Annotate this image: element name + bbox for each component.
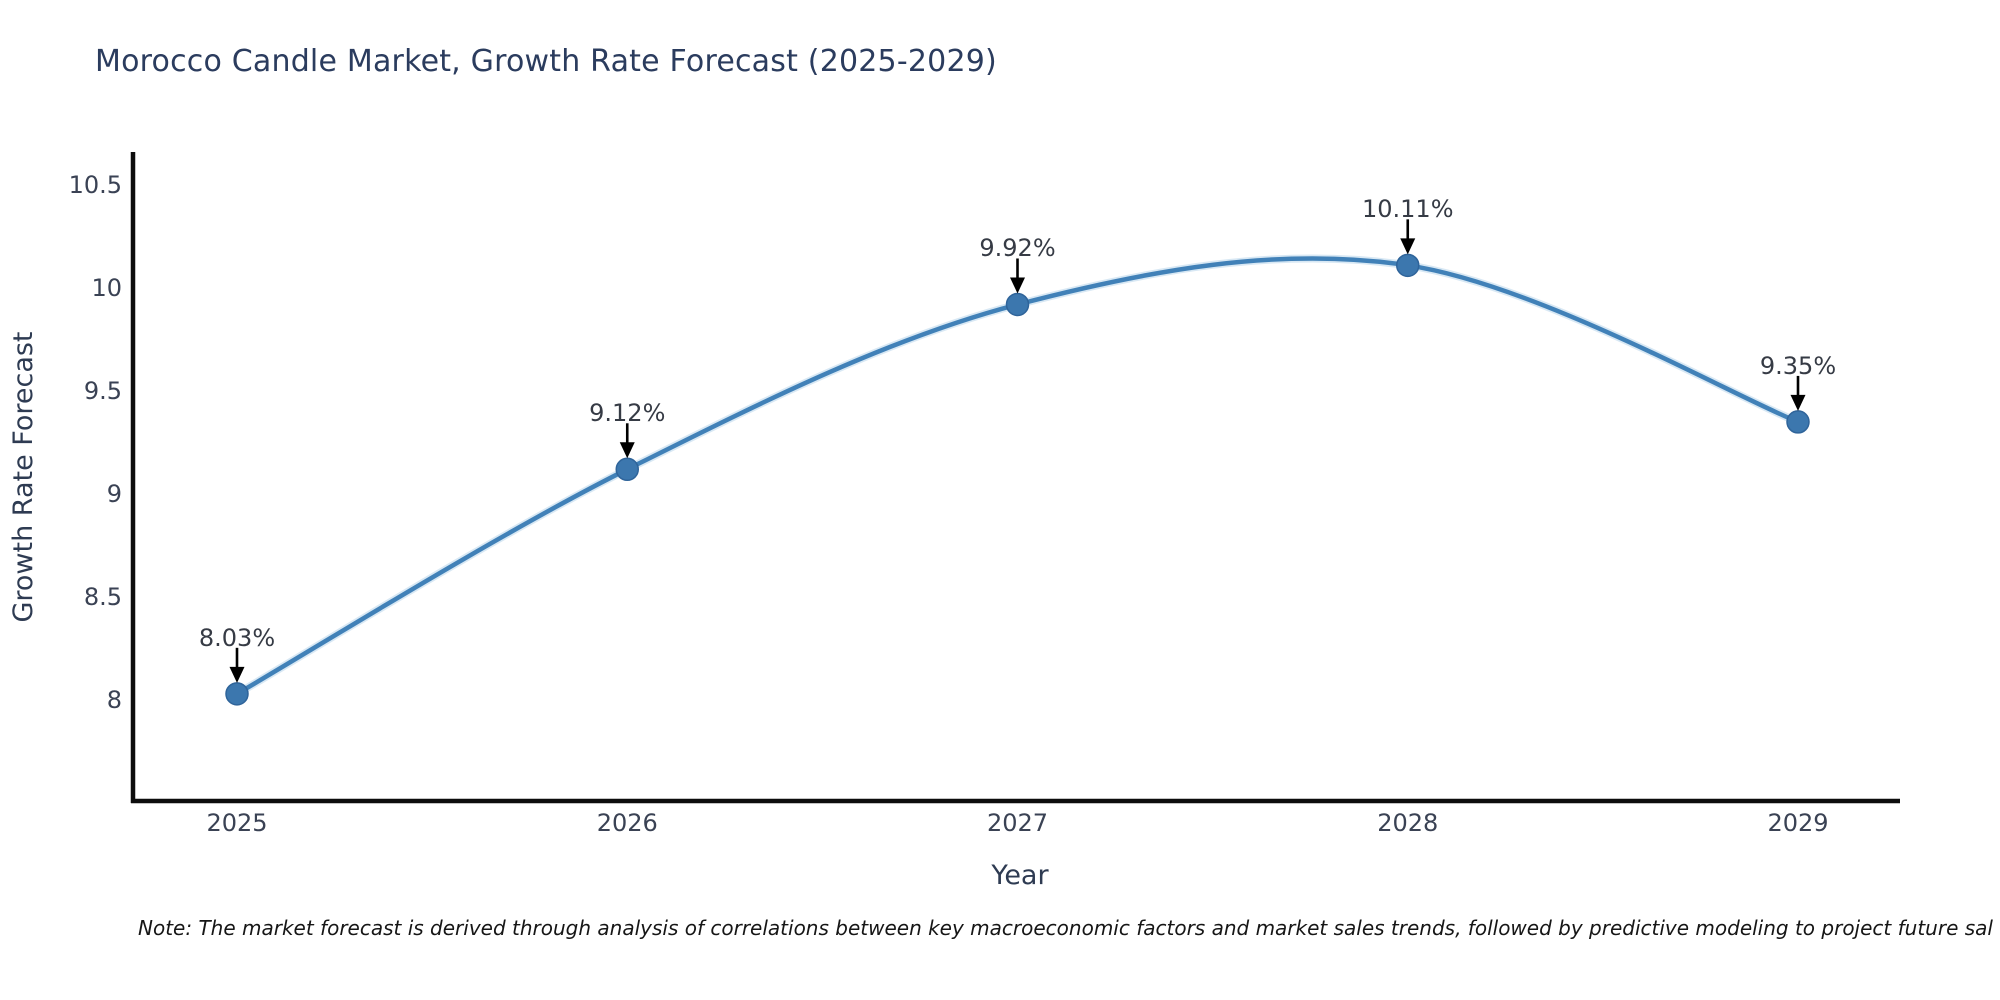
x-tick-label: 2026 bbox=[596, 809, 658, 837]
series-line-halo bbox=[233, 254, 1802, 698]
data-point-marker bbox=[225, 682, 249, 706]
data-point-marker bbox=[1396, 253, 1420, 278]
y-axis-title: Growth Rate Forecast bbox=[8, 331, 39, 623]
footnote: Note: The market forecast is derived thr… bbox=[138, 916, 1993, 940]
annotation-arrow-head bbox=[229, 666, 245, 683]
x-tick-label: 2028 bbox=[1377, 809, 1439, 837]
y-tick-label: 10 bbox=[91, 274, 122, 302]
annotation-label: 8.03% bbox=[198, 623, 276, 652]
y-tick-label: 8.5 bbox=[83, 583, 122, 611]
annotation-arrow-head bbox=[619, 442, 635, 459]
annotation-arrow-head bbox=[1010, 277, 1025, 294]
series-line bbox=[234, 256, 1801, 697]
data-point-marker bbox=[1005, 292, 1030, 317]
annotation-arrow-head bbox=[1400, 238, 1416, 255]
annotation-arrow-head bbox=[1790, 394, 1806, 411]
annotation-label: 9.12% bbox=[589, 399, 666, 428]
y-tick-label: 8 bbox=[106, 686, 122, 714]
annotation-label: 9.35% bbox=[1759, 351, 1837, 380]
y-tick-label: 9 bbox=[106, 480, 122, 508]
annotation-label: 9.92% bbox=[979, 234, 1056, 263]
x-tick-label: 2027 bbox=[986, 809, 1049, 837]
data-point-marker bbox=[615, 457, 639, 482]
x-tick-label: 2025 bbox=[206, 809, 268, 837]
data-point-marker bbox=[1786, 410, 1810, 434]
x-axis-title: Year bbox=[991, 860, 1049, 891]
y-tick-label: 9.5 bbox=[83, 377, 122, 405]
y-tick-label: 10.5 bbox=[68, 171, 122, 199]
annotation-label: 10.11% bbox=[1361, 195, 1454, 224]
x-tick-label: 2029 bbox=[1767, 809, 1829, 837]
chart-title: Morocco Candle Market, Growth Rate Forec… bbox=[95, 44, 997, 79]
